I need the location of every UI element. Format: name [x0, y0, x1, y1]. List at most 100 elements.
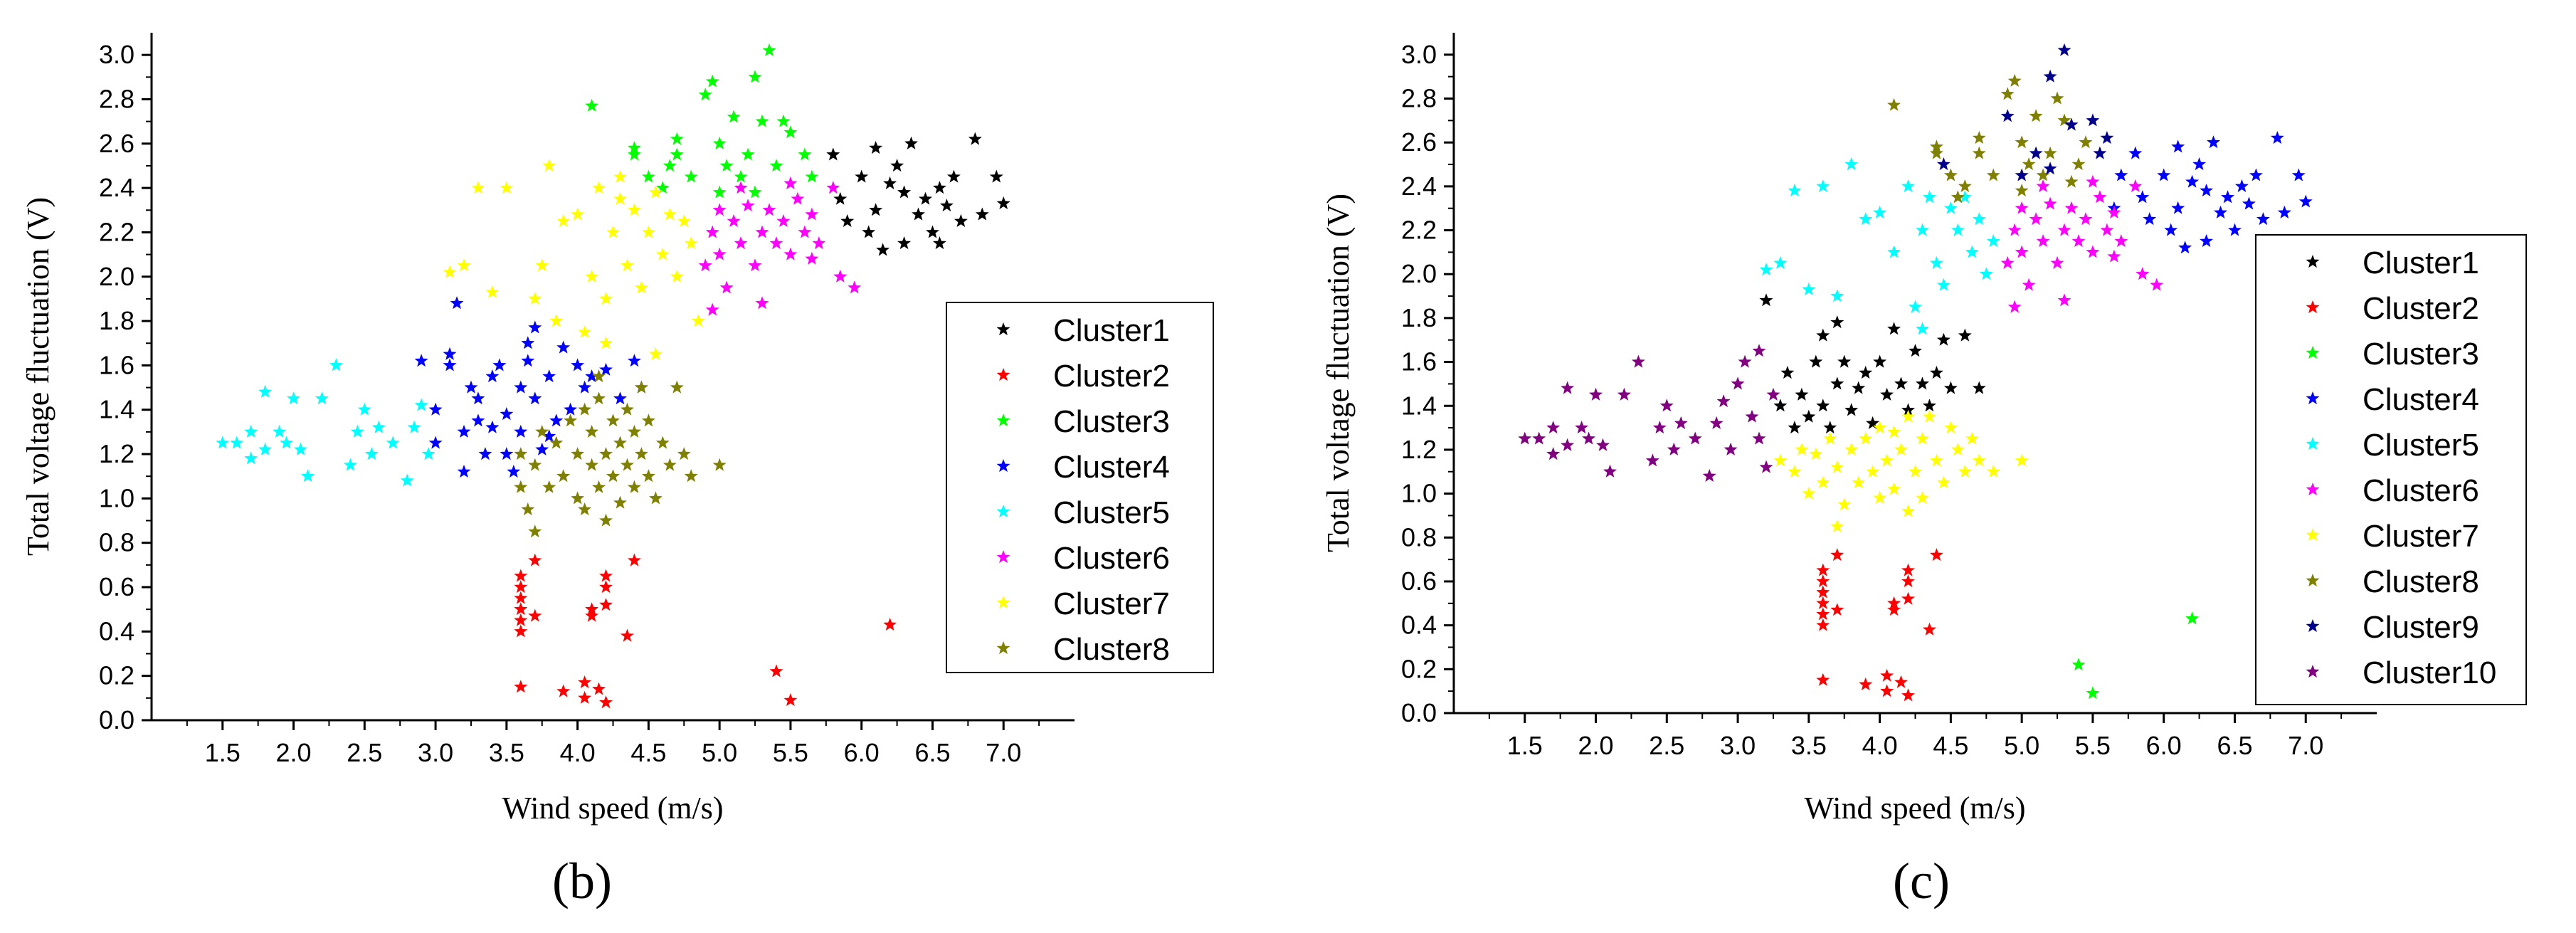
data-point [514, 580, 528, 594]
data-point [371, 420, 386, 433]
data-point [848, 280, 862, 294]
data-point [634, 280, 648, 294]
y-tick-label: 1.8 [1401, 303, 1437, 332]
series-cluster2 [1816, 548, 1943, 702]
data-point [1546, 447, 1561, 460]
y-tick-label: 0.8 [1401, 522, 1437, 552]
data-point [1582, 431, 1596, 445]
data-point [627, 354, 641, 367]
data-point [514, 380, 528, 394]
legend-label: Cluster9 [2363, 610, 2479, 645]
data-point [776, 114, 791, 127]
data-point [1986, 234, 2000, 248]
data-point [883, 618, 897, 631]
x-tick-label: 5.5 [2075, 731, 2111, 760]
data-point [1909, 300, 1922, 313]
data-point [2022, 278, 2036, 291]
data-point [1631, 354, 1645, 368]
data-point [556, 469, 571, 483]
data-point [1816, 328, 1830, 342]
x-tick-label: 3.5 [1791, 731, 1827, 760]
data-point [578, 690, 592, 704]
y-tick-label: 1.6 [1401, 347, 1437, 376]
data-point [1943, 421, 1958, 434]
data-point [932, 181, 946, 194]
data-point [1844, 157, 1859, 171]
data-point [1759, 263, 1773, 276]
data-point [2015, 245, 2029, 258]
series-cluster1 [826, 132, 1010, 256]
x-tick-label: 2.0 [1578, 731, 1614, 760]
data-point [939, 199, 954, 212]
data-point [2071, 658, 2086, 671]
series-cluster7 [443, 159, 705, 360]
x-axis-title: Wind speed (m/s) [502, 791, 723, 826]
data-point [954, 214, 968, 227]
data-point [492, 358, 507, 371]
data-point [1659, 399, 1674, 412]
data-point [712, 185, 727, 199]
data-point [287, 391, 300, 405]
data-point [1716, 394, 1731, 408]
data-point [1830, 603, 1844, 616]
data-point [514, 624, 528, 638]
data-point [407, 420, 421, 433]
data-point [2171, 139, 2185, 153]
data-point [1943, 201, 1958, 214]
series-cluster4 [414, 296, 648, 478]
data-point [1561, 438, 1575, 451]
data-point [975, 207, 989, 221]
legend-label: Cluster3 [2363, 337, 2479, 371]
data-point [1929, 139, 1943, 153]
data-point [2234, 179, 2249, 192]
y-tick-label: 3.0 [1401, 40, 1437, 69]
data-point [1880, 453, 1894, 467]
data-point [613, 191, 627, 205]
data-point [1943, 381, 1958, 394]
data-point [1759, 293, 1773, 307]
data-point [578, 380, 592, 394]
data-point [791, 191, 805, 205]
legend-box [2255, 234, 2527, 705]
data-point [1887, 603, 1901, 616]
data-point [812, 236, 826, 250]
data-point [783, 247, 798, 260]
data-point [1802, 282, 1816, 295]
data-point [1830, 289, 1844, 302]
data-point [521, 336, 535, 349]
data-point [1816, 475, 1830, 489]
data-point [1979, 267, 1993, 280]
data-point [500, 407, 514, 421]
data-point [258, 384, 273, 398]
data-point [719, 280, 734, 294]
data-point [2214, 205, 2227, 218]
data-point [1894, 442, 1909, 455]
data-point [862, 225, 876, 238]
data-point [485, 369, 500, 383]
data-point [2057, 43, 2071, 56]
data-point [1823, 431, 1837, 445]
axes-spine [150, 33, 1075, 722]
data-point [684, 169, 698, 183]
data-point [627, 480, 641, 493]
series-cluster5 [216, 358, 436, 487]
data-point [2200, 234, 2214, 248]
data-point [613, 169, 627, 183]
data-point [528, 553, 542, 566]
data-point [571, 491, 585, 505]
data-point [443, 358, 457, 371]
data-point [592, 369, 606, 383]
data-point [464, 380, 478, 394]
data-point [705, 225, 719, 238]
data-point [2221, 190, 2234, 204]
data-point [748, 258, 762, 272]
data-point [2242, 196, 2256, 210]
data-point [1830, 519, 1844, 532]
data-point [833, 269, 848, 283]
legend-label: Cluster1 [1053, 313, 1170, 348]
data-point [883, 176, 897, 189]
data-point [2015, 201, 2029, 214]
data-point [1859, 366, 1873, 379]
legend-marker [2306, 391, 2320, 405]
data-point [471, 181, 485, 194]
